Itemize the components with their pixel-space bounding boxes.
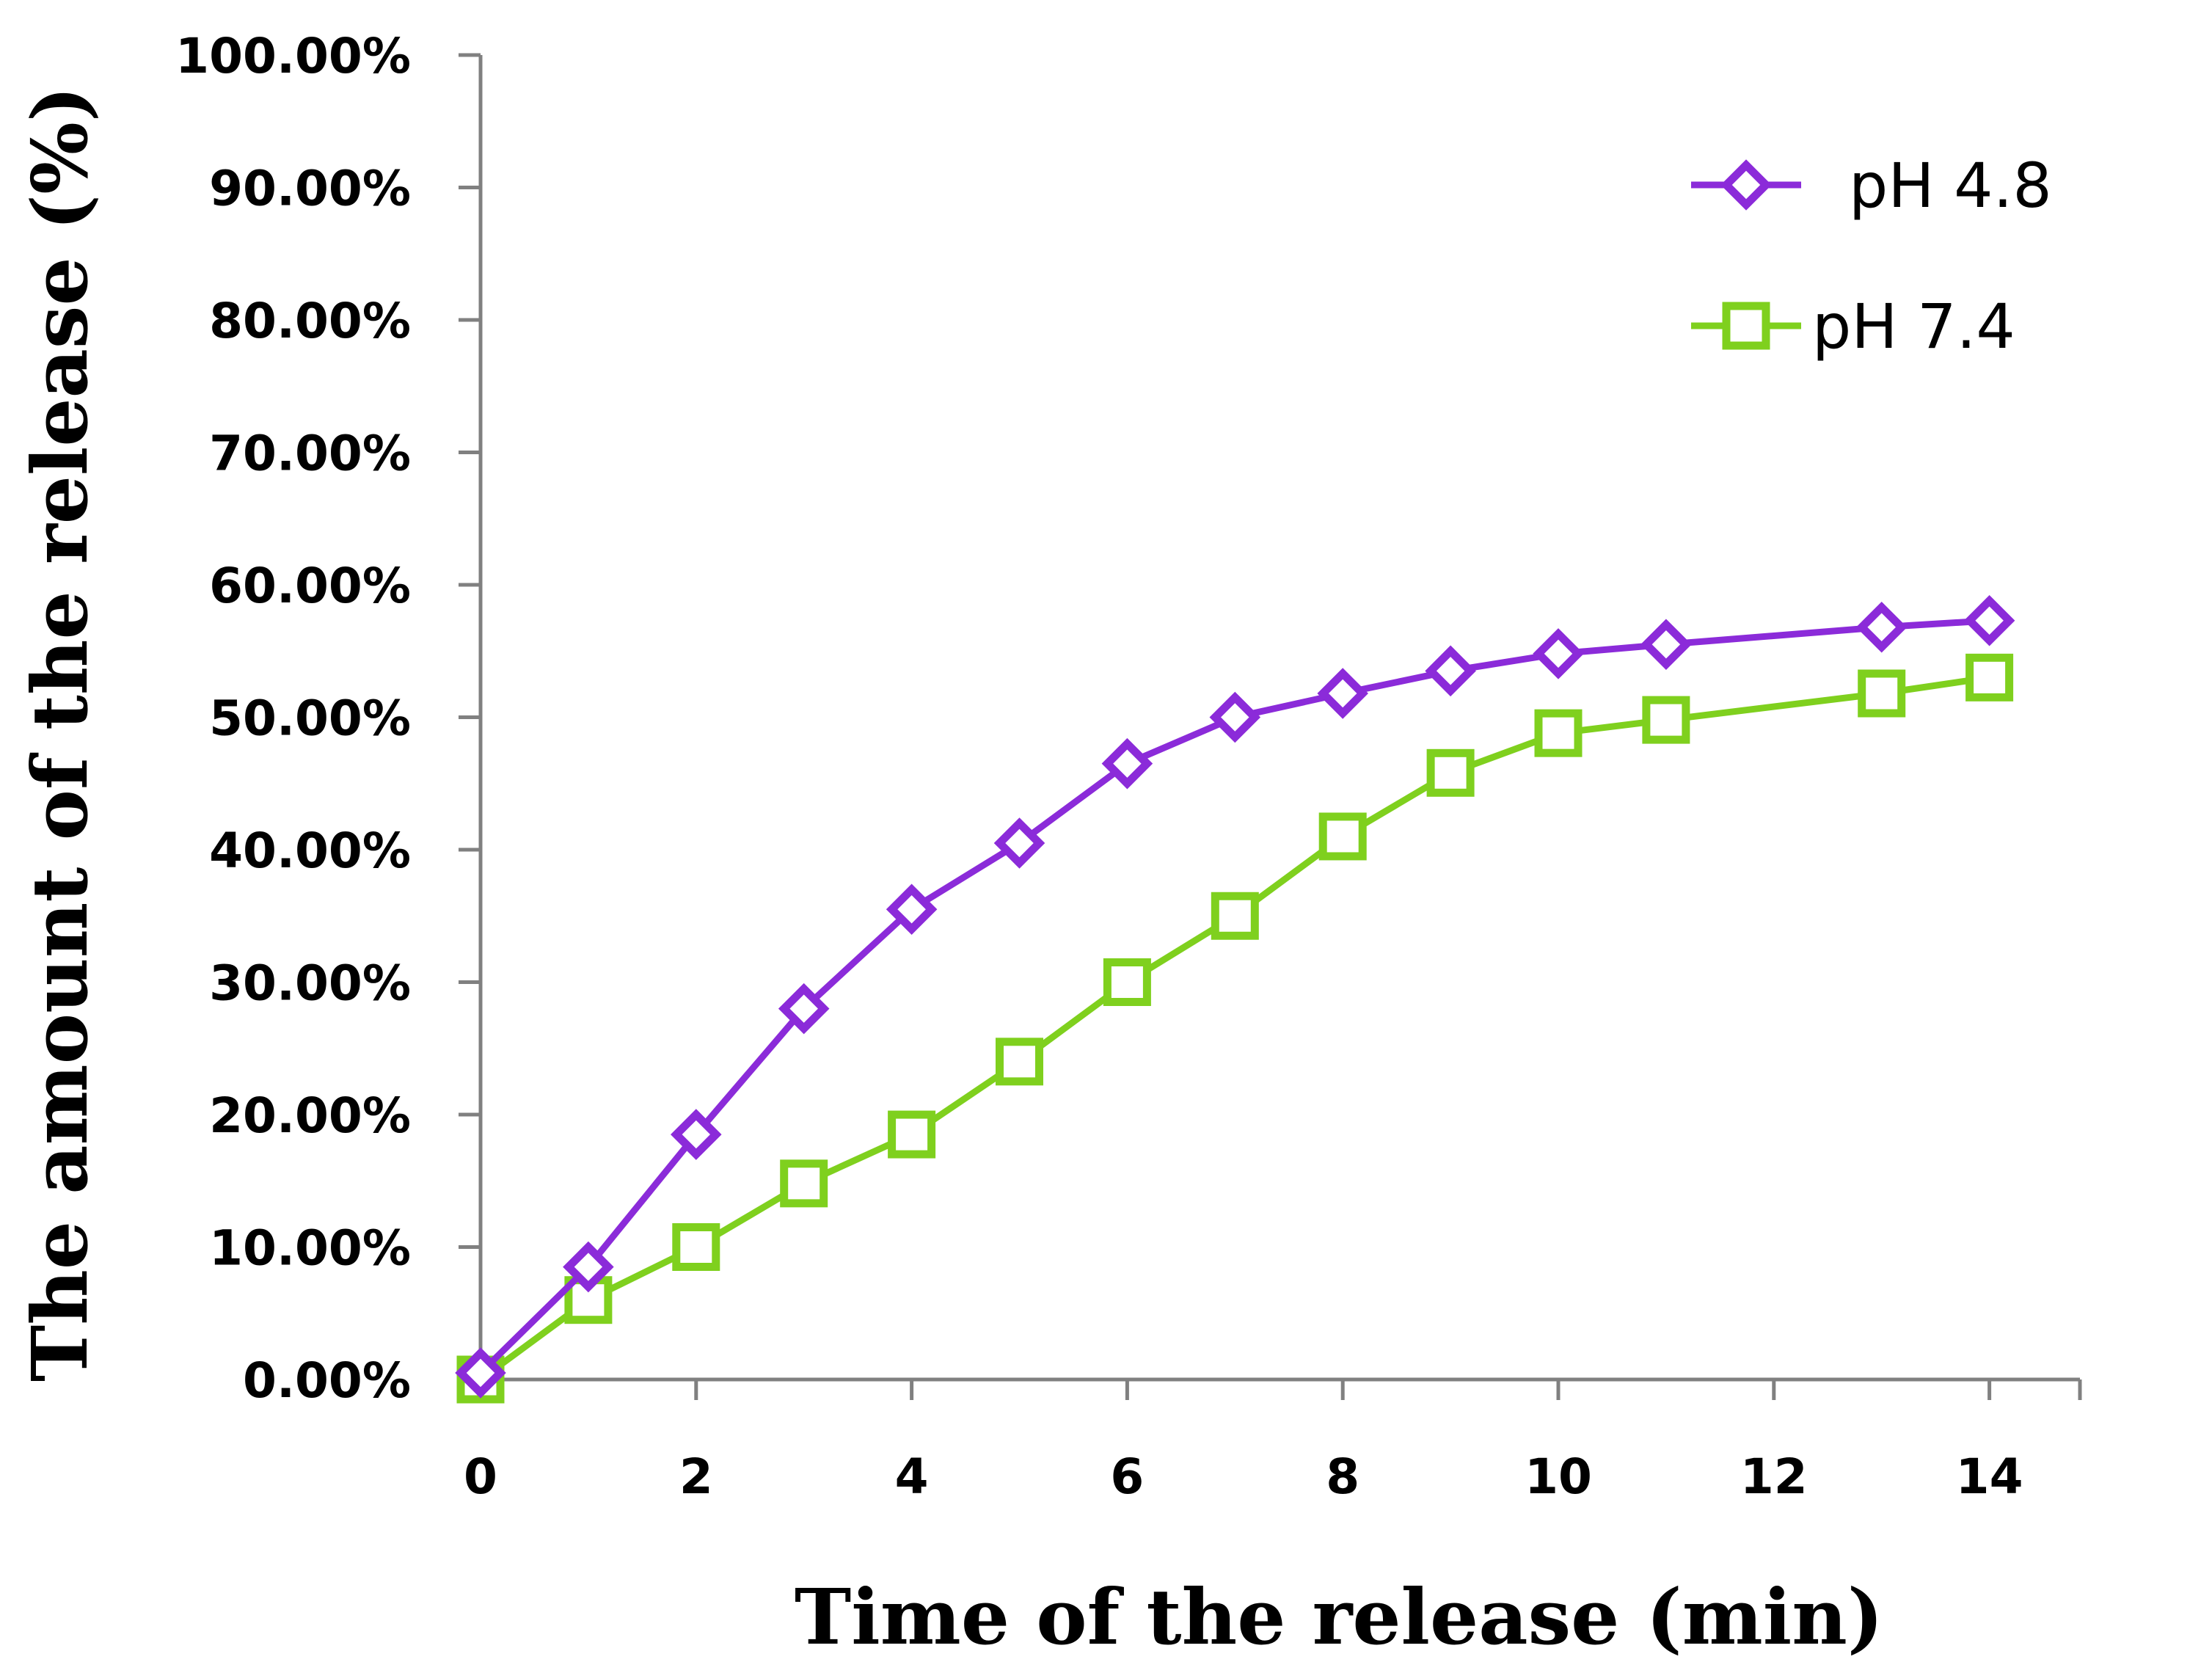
data-point	[888, 1110, 936, 1159]
series-layer	[455, 594, 2015, 1404]
data-point	[671, 1109, 722, 1160]
x-tick-label: 12	[1740, 1448, 1808, 1505]
data-point	[563, 1241, 614, 1293]
x-tick-label: 0	[464, 1448, 497, 1505]
legend-label: pH 7.4	[1812, 291, 2015, 362]
y-tick-label: 10.00%	[209, 1220, 411, 1277]
data-point	[1209, 691, 1261, 743]
data-point	[1425, 645, 1476, 697]
y-axis: 0.00% 10.00% 20.00% 30.00% 40.00% 50.00% 60.00…	[175, 28, 483, 1409]
data-point	[778, 983, 830, 1035]
y-tick-label: 0.00%	[243, 1352, 411, 1409]
data-point	[672, 1223, 720, 1271]
y-tick-label: 80.00%	[209, 293, 411, 349]
y-tick-label: 70.00%	[209, 426, 411, 482]
y-tick-label: 30.00%	[209, 955, 411, 1012]
data-point	[1317, 668, 1368, 719]
data-point	[993, 817, 1045, 869]
data-point	[1963, 594, 2015, 646]
data-point	[1426, 748, 1475, 797]
data-point	[1965, 653, 2014, 701]
x-tick-label: 2	[679, 1448, 713, 1505]
data-point	[1211, 892, 1259, 940]
x-tick-label: 10	[1525, 1448, 1592, 1505]
data-point	[1855, 601, 1908, 653]
legend-entry: pH 7.4	[1691, 291, 2015, 362]
data-point	[1640, 619, 1692, 671]
y-tick-label: 60.00%	[209, 558, 411, 614]
x-axis-title: Time of the release (min)	[795, 1572, 1883, 1662]
x-tick-label: 4	[895, 1448, 929, 1505]
data-point	[1642, 696, 1690, 744]
legend: pH 4.8 pH 7.4	[1691, 150, 2052, 362]
legend-entry: pH 4.8	[1691, 150, 2052, 222]
x-axis: 0 2 4 6 8 10 12 14	[464, 1377, 2082, 1505]
y-tick-label: 50.00%	[209, 690, 411, 747]
y-tick-label: 20.00%	[209, 1087, 411, 1144]
x-tick-label: 14	[1956, 1448, 2023, 1505]
y-tick-label: 100.00%	[175, 28, 411, 84]
data-point	[1858, 669, 1906, 718]
legend-label: pH 4.8	[1849, 150, 2052, 222]
series-line	[478, 674, 1990, 1382]
y-axis-title: The amount of the release (%)	[15, 86, 105, 1382]
data-point	[780, 1159, 828, 1208]
x-tick-label: 6	[1110, 1448, 1144, 1505]
series-ph-7-4	[456, 653, 2014, 1404]
data-point	[1534, 709, 1583, 757]
y-tick-label: 40.00%	[209, 823, 411, 879]
y-tick-label: 90.00%	[209, 161, 411, 217]
legend-marker	[1720, 159, 1772, 211]
data-point	[455, 1347, 506, 1399]
data-point	[886, 883, 938, 936]
data-point	[1101, 737, 1153, 790]
data-point	[1318, 812, 1367, 861]
x-tick-label: 8	[1326, 1448, 1359, 1505]
data-point	[1533, 628, 1584, 679]
data-point	[1103, 958, 1151, 1006]
series-ph-4-8	[455, 594, 2015, 1399]
data-point	[996, 1038, 1044, 1086]
legend-marker	[1722, 302, 1770, 350]
